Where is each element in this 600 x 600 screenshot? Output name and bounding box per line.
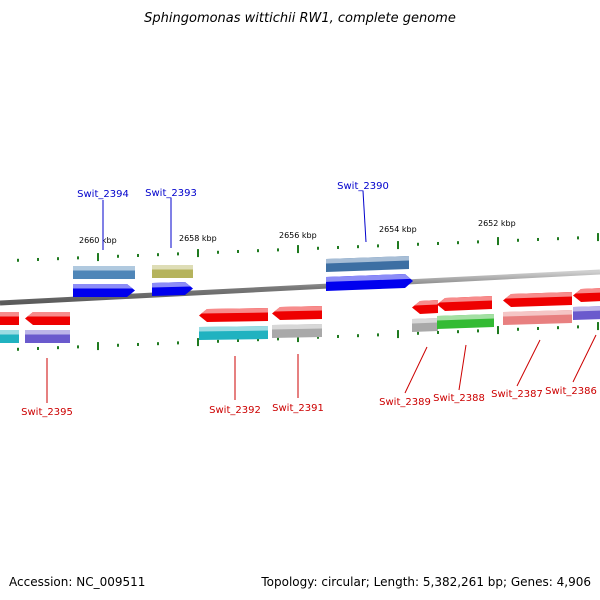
leader-line-swit-2386: [572, 334, 597, 383]
cds-arrow-swit-2386-prev[interactable]: [0, 312, 19, 325]
cds-arrow-swit-2386-prev-highlight: [0, 312, 19, 317]
cds-arrow-swit-2386[interactable]: [573, 288, 600, 302]
gene-label-swit-2393[interactable]: Swit_2393: [145, 188, 197, 199]
scale-tick-labels: 2660 kbp 2658 kbp 2656 kbp 2654 kbp 2652…: [79, 219, 516, 245]
cds-arrow-swit-2394[interactable]: [73, 284, 135, 297]
cds-arrow-swit-2395-highlight: [27, 312, 70, 317]
gene-label-swit-2386[interactable]: Swit_2386: [545, 386, 597, 397]
gene-label-swit-2390[interactable]: Swit_2390: [337, 181, 389, 192]
gene-bar-swit-2393[interactable]: [152, 265, 193, 278]
cds-arrow-swit-2391-highlight: [274, 306, 322, 312]
gene-bar-swit-2386-highlight: [573, 306, 600, 312]
gene-bar-swit-2387[interactable]: [503, 310, 572, 325]
scale-ticks: [17, 233, 599, 351]
tick-label-2658: 2658 kbp: [179, 234, 217, 243]
cds-arrow-swit-2389-highlight: [414, 300, 438, 306]
cds-arrow-swit-2391[interactable]: [272, 306, 322, 320]
gene-bar-swit-2395[interactable]: [25, 330, 70, 343]
gene-bar-swit-2393-highlight: [152, 265, 193, 270]
gene-features: [0, 256, 600, 343]
tick-label-2652: 2652 kbp: [478, 219, 516, 228]
gene-bar-swit-2389-highlight: [412, 318, 438, 324]
gene-bar-swit-2394-highlight: [73, 266, 135, 271]
gene-label-swit-2387[interactable]: Swit_2387: [491, 389, 543, 400]
leader-line-swit-2388: [458, 344, 467, 391]
top-gene-labels: Swit_2394 Swit_2393 Swit_2390: [77, 181, 389, 250]
tick-label-2656: 2656 kbp: [279, 231, 317, 240]
gene-bar-swit-2391[interactable]: [272, 324, 322, 338]
leader-line-swit-2387: [516, 339, 541, 387]
cds-arrow-swit-2388-highlight: [439, 296, 492, 303]
accession-text: Accession: NC_009511: [9, 575, 145, 589]
tick-label-2660: 2660 kbp: [79, 236, 117, 245]
tick-label-2654: 2654 kbp: [379, 225, 417, 234]
gene-bar-swit-2388[interactable]: [437, 314, 494, 329]
leader-line-swit-2389: [404, 346, 428, 394]
gene-bar-swit-2390-highlight: [326, 256, 409, 264]
gene-bar-swit-2386[interactable]: [573, 306, 600, 320]
cds-arrow-swit-2392[interactable]: [199, 308, 268, 322]
gene-label-swit-2392[interactable]: Swit_2392: [209, 405, 261, 416]
cds-arrow-swit-2393-highlight: [152, 282, 191, 288]
gene-label-swit-2391[interactable]: Swit_2391: [272, 403, 324, 414]
gene-bar-swit-2392-highlight: [199, 326, 268, 332]
genome-title: Sphingomonas wittichii RW1, complete gen…: [144, 11, 456, 26]
gene-bar-swit-2395-highlight: [25, 330, 70, 335]
gene-bar-prev-highlight: [0, 330, 19, 335]
cds-arrow-swit-2392-highlight: [201, 308, 268, 314]
gene-label-swit-2388[interactable]: Swit_2388: [433, 393, 485, 404]
gene-bar-swit-2390[interactable]: [326, 256, 409, 272]
bottom-gene-labels: Swit_2395 Swit_2392 Swit_2391 Swit_2389 …: [21, 334, 597, 418]
gene-label-swit-2389[interactable]: Swit_2389: [379, 397, 431, 408]
cds-arrow-swit-2388[interactable]: [437, 296, 492, 311]
gene-label-swit-2394[interactable]: Swit_2394: [77, 189, 129, 200]
gene-bar-swit-2394[interactable]: [73, 266, 135, 279]
cds-arrow-swit-2390[interactable]: [326, 274, 413, 291]
gene-bar-swit-2391-highlight: [272, 324, 322, 330]
genome-backbone: [0, 269, 600, 306]
cds-arrow-swit-2390-highlight: [326, 274, 411, 282]
gene-bar-swit-2392[interactable]: [199, 326, 268, 340]
cds-arrow-swit-2387-highlight: [505, 292, 572, 299]
cds-arrow-swit-2395[interactable]: [25, 312, 70, 325]
cds-arrow-swit-2386-highlight: [575, 288, 600, 294]
gene-bar-prev[interactable]: [0, 330, 19, 343]
cds-arrow-swit-2389[interactable]: [412, 300, 438, 314]
cds-arrow-swit-2394-highlight: [73, 284, 133, 289]
leader-line-swit-2390: [362, 190, 367, 243]
gene-bar-swit-2388-highlight: [437, 314, 494, 321]
genome-summary-text: Topology: circular; Length: 5,382,261 bp…: [260, 575, 591, 589]
cds-arrow-swit-2393[interactable]: [152, 282, 193, 296]
gene-label-swit-2395[interactable]: Swit_2395: [21, 407, 73, 418]
cds-arrow-swit-2387[interactable]: [503, 292, 572, 307]
gene-bar-swit-2387-highlight: [503, 310, 572, 317]
gene-bar-swit-2389[interactable]: [412, 318, 438, 332]
